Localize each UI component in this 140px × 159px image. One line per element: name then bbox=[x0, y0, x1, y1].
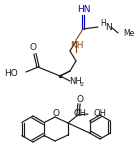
Text: Me: Me bbox=[123, 30, 134, 38]
Text: N: N bbox=[105, 23, 111, 31]
Text: O: O bbox=[76, 94, 83, 104]
Text: H: H bbox=[100, 20, 106, 28]
Text: NH: NH bbox=[70, 77, 82, 86]
Text: O: O bbox=[52, 108, 60, 118]
Text: OH: OH bbox=[94, 108, 107, 118]
Text: O: O bbox=[30, 44, 37, 52]
Text: 2: 2 bbox=[80, 83, 84, 87]
Text: NH: NH bbox=[70, 41, 84, 51]
Text: HO: HO bbox=[4, 69, 18, 77]
Text: HN: HN bbox=[77, 6, 91, 14]
Text: OH: OH bbox=[73, 110, 86, 118]
